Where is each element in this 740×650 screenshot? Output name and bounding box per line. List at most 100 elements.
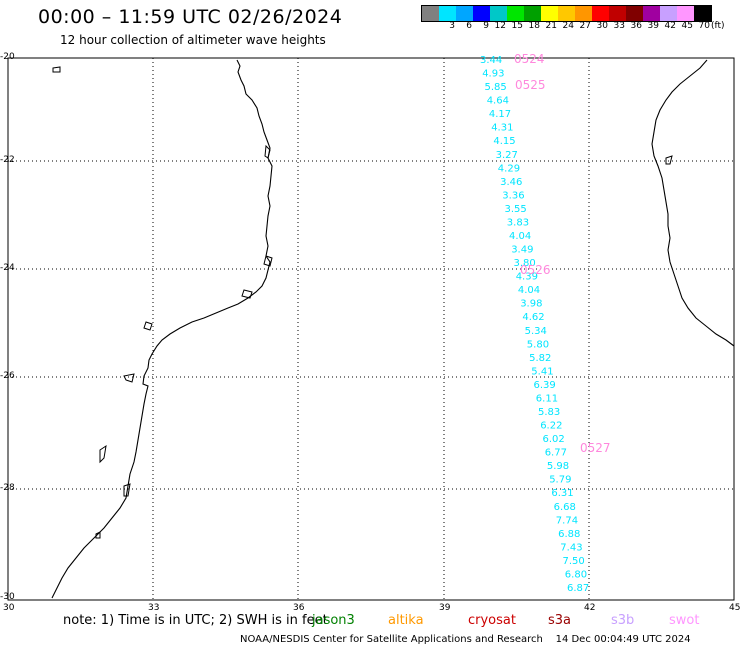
satellite-label-jason3: jason3 <box>312 613 355 628</box>
latitude-label: -30 <box>0 592 15 602</box>
wave-height-value: 3.27 <box>496 150 518 161</box>
wave-height-value: 5.85 <box>485 82 507 93</box>
wave-height-value: 5.98 <box>547 461 569 472</box>
legend-swatch <box>524 6 541 21</box>
latitude-label: -26 <box>0 371 15 381</box>
latitude-label: -22 <box>0 155 15 165</box>
legend-tick-label: 3 <box>449 21 455 31</box>
wave-height-value: 4.62 <box>522 312 544 323</box>
track-time-label: 0526 <box>520 263 551 277</box>
legend-tick-label: 30 <box>596 21 608 31</box>
legend-swatch <box>694 6 711 21</box>
legend-tick-label: 24 <box>562 21 574 31</box>
legend-swatch <box>592 6 609 21</box>
wave-height-value: 4.15 <box>493 136 515 147</box>
legend-swatch <box>575 6 592 21</box>
lake-1 <box>263 255 273 267</box>
satellite-label-swot: swot <box>669 613 700 628</box>
wave-height-value: 3.49 <box>511 245 533 256</box>
wave-height-value: 5.79 <box>549 475 571 486</box>
legend-swatch <box>660 6 677 21</box>
legend-tick-label: 9 <box>483 21 489 31</box>
legend-tick-label: 15 <box>511 21 523 31</box>
wave-height-value: 4.04 <box>518 285 540 296</box>
madagascar-lake <box>665 155 673 165</box>
wave-height-value: 7.74 <box>556 515 578 526</box>
map-subtitle: 12 hour collection of altimeter wave hei… <box>60 33 326 47</box>
wave-height-value: 3.44 <box>480 55 502 66</box>
longitude-label: 36 <box>293 603 305 613</box>
legend-tick-label: 21 <box>545 21 557 31</box>
wave-height-value: 4.31 <box>491 123 513 134</box>
color-scale-legend <box>421 5 712 22</box>
madagascar-coastline <box>651 59 735 347</box>
wave-height-value: 3.80 <box>514 258 536 269</box>
footer-credit: NOAA/NESDIS Center for Satellite Applica… <box>240 634 691 645</box>
legend-swatch <box>439 6 456 21</box>
wave-height-value: 4.39 <box>516 272 538 283</box>
footer-note: note: 1) Time is in UTC; 2) SWH is in fe… <box>63 613 328 628</box>
legend-swatch <box>490 6 507 21</box>
legend-tick-label: 42 <box>664 21 676 31</box>
wave-height-value: 3.83 <box>507 218 529 229</box>
wave-height-value: 4.29 <box>498 163 520 174</box>
wave-height-value: 6.80 <box>565 570 587 581</box>
lake-4 <box>123 373 135 383</box>
wave-height-value: 3.55 <box>505 204 527 215</box>
latitude-label: -20 <box>0 52 15 62</box>
longitude-label: 45 <box>729 603 740 613</box>
wave-height-value: 6.02 <box>543 434 565 445</box>
coastal-island <box>264 144 271 159</box>
wave-height-value: 4.04 <box>509 231 531 242</box>
legend-tick-label: 33 <box>613 21 625 31</box>
latitude-label: -28 <box>0 483 15 493</box>
legend-swatch <box>626 6 643 21</box>
wave-height-value: 5.41 <box>531 366 553 377</box>
wave-height-value: 5.82 <box>529 353 551 364</box>
satellite-label-s3b: s3b <box>611 613 635 628</box>
satellite-label-altika: altika <box>388 613 424 628</box>
legend-swatch <box>541 6 558 21</box>
wave-height-value: 6.68 <box>554 502 576 513</box>
lake-3 <box>143 321 153 331</box>
wave-height-value: 6.31 <box>551 488 573 499</box>
wave-height-value: 6.22 <box>540 421 562 432</box>
map-title: 00:00 – 11:59 UTC 02/26/2024 <box>38 6 343 28</box>
wave-height-value: 4.93 <box>482 69 504 80</box>
legend-tick-label: 6 <box>466 21 472 31</box>
wave-height-value: 5.83 <box>538 407 560 418</box>
wave-height-value: 4.17 <box>489 109 511 120</box>
track-time-label: 0527 <box>580 441 611 455</box>
wave-height-value: 6.39 <box>534 380 556 391</box>
lake-6 <box>123 483 131 497</box>
lake-2 <box>241 289 253 299</box>
legend-swatch <box>558 6 575 21</box>
map-frame <box>7 57 735 601</box>
satellite-label-cryosat: cryosat <box>468 613 516 628</box>
latitude-label: -24 <box>0 263 15 273</box>
legend-tick-label: 12 <box>494 21 506 31</box>
legend-swatch <box>507 6 524 21</box>
legend-swatch <box>609 6 626 21</box>
longitude-label: 33 <box>148 603 160 613</box>
wave-height-value: 4.64 <box>487 96 509 107</box>
legend-swatch <box>643 6 660 21</box>
legend-tick-label: 70 <box>698 21 710 31</box>
wave-height-value: 3.98 <box>520 299 542 310</box>
track-time-label: 0524 <box>514 52 545 66</box>
wave-height-value: 6.88 <box>558 529 580 540</box>
lake-7 <box>95 531 101 539</box>
altimeter-track: 3.44 4.93 5.85 4.64 4.17 4.31 4.15 3.27 4.29 3.46… <box>480 52 611 594</box>
legend-tick-label: 27 <box>579 21 591 31</box>
legend-swatch <box>456 6 473 21</box>
wave-height-value: 7.43 <box>560 542 582 553</box>
legend-tick-label: 18 <box>528 21 540 31</box>
legend-swatch <box>677 6 694 21</box>
credit-text: NOAA/NESDIS Center for Satellite Applica… <box>240 634 543 645</box>
grid-lines <box>8 58 734 600</box>
track-time-label: 0525 <box>515 78 546 92</box>
wave-height-value: 6.87 <box>567 583 589 594</box>
wave-height-value: 5.34 <box>525 326 547 337</box>
legend-tick-label: 39 <box>647 21 659 31</box>
